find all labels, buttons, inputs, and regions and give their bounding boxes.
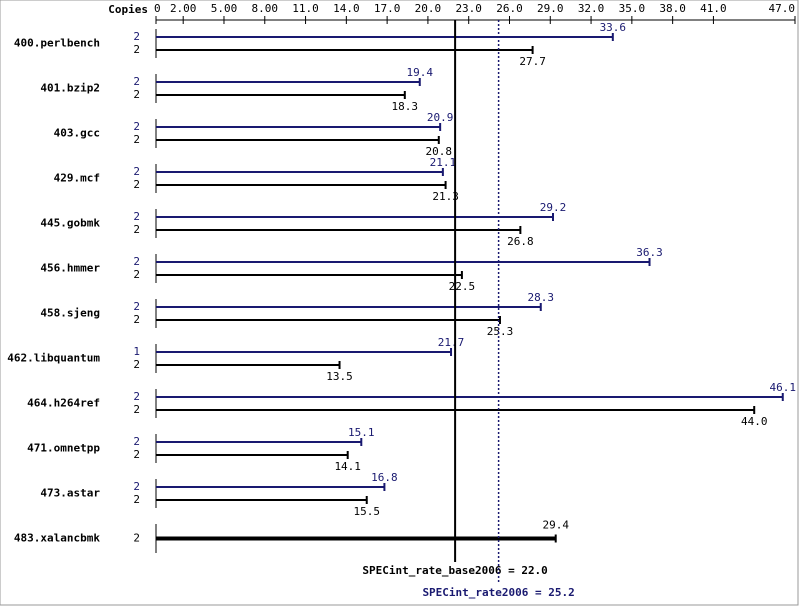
x-tick-label: 11.0 — [292, 2, 319, 15]
x-tick-label: 23.0 — [455, 2, 482, 15]
copies-label: 2 — [133, 178, 140, 191]
copies-label: 2 — [133, 300, 140, 313]
copies-label: 2 — [133, 313, 140, 326]
value-label: 21.7 — [438, 336, 465, 349]
copies-label: 1 — [133, 345, 140, 358]
x-tick-label: 38.0 — [659, 2, 686, 15]
x-tick-label: 8.00 — [252, 2, 279, 15]
copies-label: 2 — [133, 88, 140, 101]
value-label: 18.3 — [392, 100, 419, 113]
category-label: 401.bzip2 — [40, 82, 100, 95]
copies-label: 2 — [133, 448, 140, 461]
category-label: 462.libquantum — [7, 352, 100, 365]
copies-label: 2 — [133, 210, 140, 223]
category-label: 400.perlbench — [14, 37, 100, 50]
x-tick-label: 47.0 — [769, 2, 796, 15]
value-label: 26.8 — [507, 235, 534, 248]
category-label: 429.mcf — [54, 172, 100, 185]
value-label: 21.1 — [430, 156, 457, 169]
value-label: 36.3 — [636, 246, 663, 259]
copies-label: 2 — [133, 493, 140, 506]
value-label: 27.7 — [519, 55, 546, 68]
copies-label: 2 — [133, 30, 140, 43]
copies-label: 2 — [133, 75, 140, 88]
value-label: 28.3 — [528, 291, 555, 304]
category-label: 483.xalancbmk — [14, 532, 100, 545]
x-tick-label: 29.0 — [537, 2, 564, 15]
copies-label: 2 — [133, 133, 140, 146]
value-label: 20.8 — [426, 145, 453, 158]
category-label: 471.omnetpp — [27, 442, 100, 455]
x-tick-label: 14.0 — [333, 2, 360, 15]
copies-label: 2 — [133, 532, 140, 545]
x-tick-label: 20.0 — [415, 2, 442, 15]
copies-label: 2 — [133, 268, 140, 281]
x-tick-label: 5.00 — [211, 2, 238, 15]
value-label: 14.1 — [334, 460, 361, 473]
reference-label: SPECint_rate2006 = 25.2 — [422, 586, 574, 599]
value-label: 13.5 — [326, 370, 353, 383]
value-label: 21.3 — [432, 190, 459, 203]
copies-label: 2 — [133, 120, 140, 133]
x-tick-label: 41.0 — [700, 2, 727, 15]
value-label: 25.3 — [487, 325, 514, 338]
copies-label: 2 — [133, 390, 140, 403]
x-tick-label: 35.0 — [619, 2, 646, 15]
value-label: 15.1 — [348, 426, 375, 439]
copies-label: 2 — [133, 43, 140, 56]
copies-label: 2 — [133, 480, 140, 493]
value-label: 29.4 — [542, 519, 569, 532]
category-label: 445.gobmk — [40, 217, 100, 230]
category-label: 458.sjeng — [40, 307, 100, 320]
copies-label: 2 — [133, 403, 140, 416]
x-tick-label: 0 — [154, 2, 161, 15]
category-label: 456.hmmer — [40, 262, 100, 275]
category-label: 473.astar — [40, 487, 100, 500]
x-tick-label: 17.0 — [374, 2, 401, 15]
value-label: 19.4 — [407, 66, 434, 79]
x-tick-label: 32.0 — [578, 2, 605, 15]
value-label: 46.1 — [770, 381, 797, 394]
value-label: 15.5 — [353, 505, 380, 518]
copies-label: 2 — [133, 435, 140, 448]
x-tick-label: 2.00 — [170, 2, 197, 15]
copies-label: 2 — [133, 223, 140, 236]
copies-label: 2 — [133, 255, 140, 268]
copies-label: 2 — [133, 358, 140, 371]
copies-header: Copies — [108, 3, 148, 16]
copies-label: 2 — [133, 165, 140, 178]
value-label: 33.6 — [600, 21, 627, 34]
reference-label: SPECint_rate_base2006 = 22.0 — [362, 564, 547, 577]
value-label: 16.8 — [371, 471, 398, 484]
value-label: 20.9 — [427, 111, 454, 124]
value-label: 44.0 — [741, 415, 768, 428]
value-label: 29.2 — [540, 201, 567, 214]
x-tick-label: 26.0 — [496, 2, 523, 15]
category-label: 403.gcc — [54, 127, 100, 140]
category-label: 464.h264ref — [27, 397, 100, 410]
value-label: 22.5 — [449, 280, 476, 293]
